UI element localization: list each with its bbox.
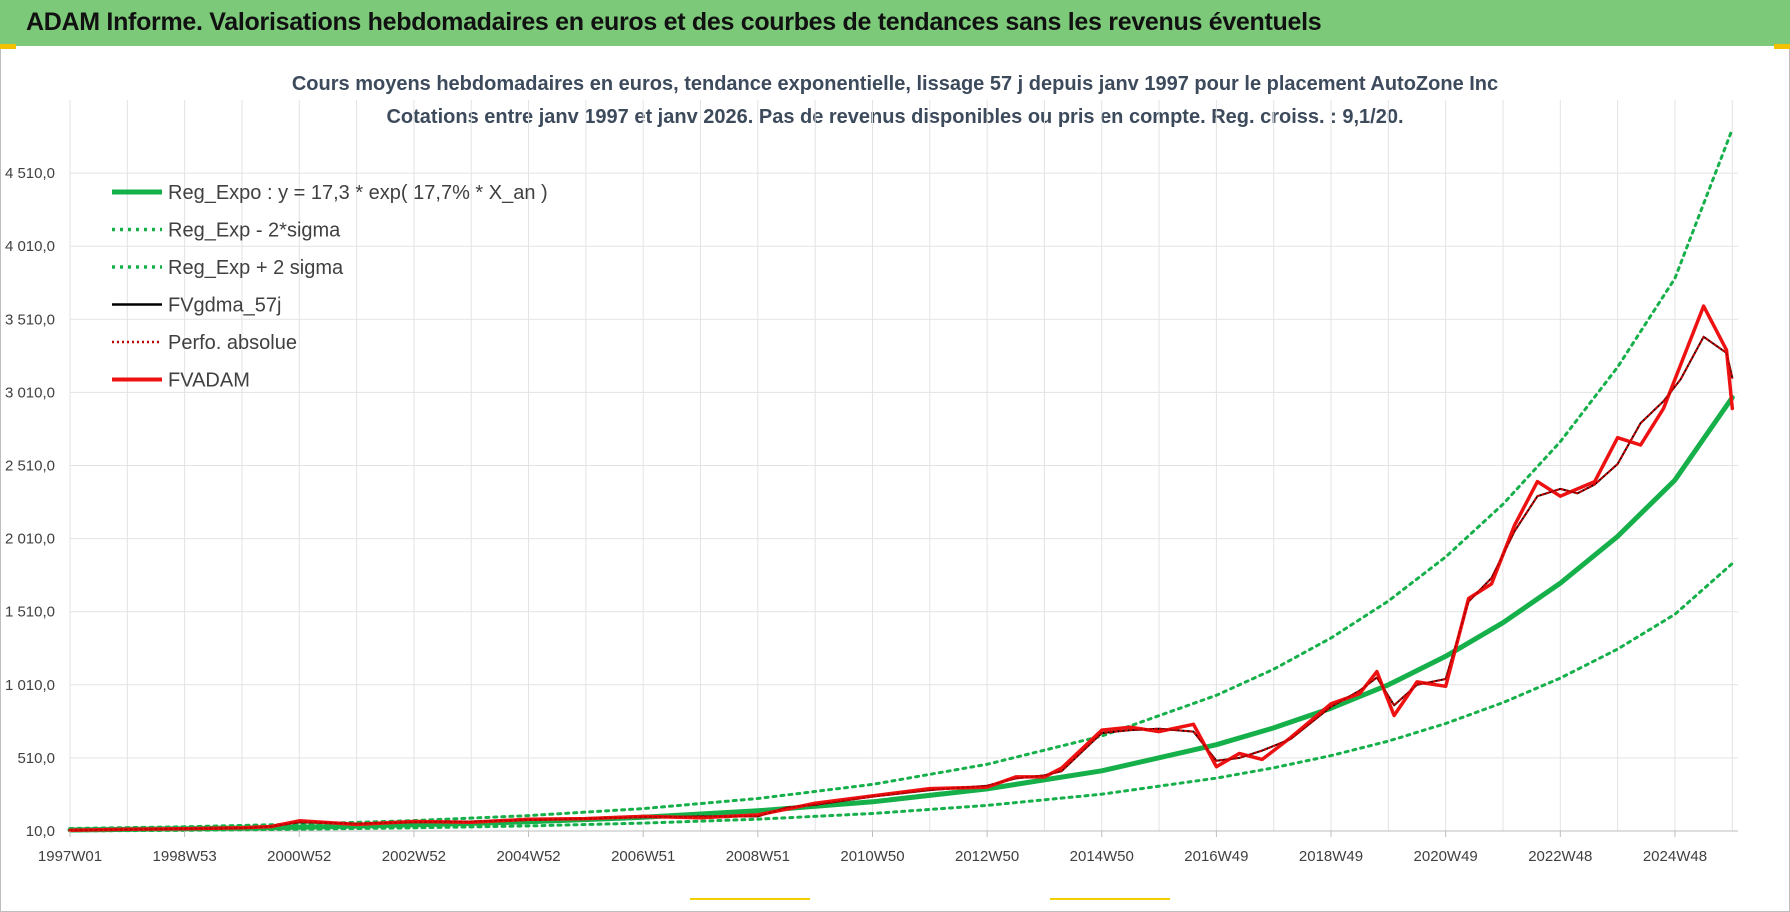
legend-label: FVADAM (168, 370, 250, 392)
x-tick-label: 2024W48 (1643, 848, 1707, 865)
legend-label: Reg_Exp - 2*sigma (168, 220, 341, 242)
y-tick-label: 4 510,0 (5, 165, 55, 182)
grid (69, 100, 1738, 832)
x-tick-label: 2014W50 (1070, 848, 1134, 865)
x-tick-label: 2018W49 (1299, 848, 1363, 865)
series-fvadam (68, 304, 1735, 833)
x-tick-label: 2004W52 (496, 848, 560, 865)
x-tick-label: 2016W49 (1184, 848, 1248, 865)
x-tick-label: 1997W01 (38, 848, 102, 865)
series-reg-expo (67, 395, 1735, 833)
y-tick-label: 10,0 (26, 823, 55, 840)
chart-title: Cours moyens hebdomadaires en euros, ten… (291, 73, 1499, 95)
x-tick-label: 1998W53 (153, 848, 217, 865)
x-tick-label: 2008W51 (726, 848, 790, 865)
y-tick-label: 1 010,0 (5, 677, 55, 694)
x-tick-label: 2000W52 (267, 848, 331, 865)
y-tick-label: 3 010,0 (5, 384, 55, 401)
legend: Reg_Expo : y = 17,3 * exp( 17,7% * X_an … (112, 182, 548, 392)
x-tick-label: 2012W50 (955, 848, 1019, 865)
series-fvgdma-57j (69, 335, 1734, 832)
y-tick-label: 3 510,0 (5, 311, 55, 328)
y-tick-label: 4 010,0 (5, 238, 55, 255)
x-tick-label: 2010W50 (840, 848, 904, 865)
y-tick-label: 2 010,0 (5, 531, 55, 548)
legend-label: FVgdma_57j (168, 295, 281, 317)
y-tick-label: 510,0 (17, 750, 55, 767)
series-reg-exp-plus-2sigma (68, 127, 1734, 830)
legend-label: Perfo. absolue (168, 332, 297, 354)
x-tick-label: 2022W48 (1528, 848, 1592, 865)
bottom-mark (690, 898, 810, 900)
axis-ticks: 10,0 510,0 1 010,0 1 510,0 2 010,0 2 510,0 3 0… (5, 165, 1707, 865)
header-banner: ADAM Informe. Valorisations hebdomadaire… (0, 0, 1790, 46)
series-perfo-absolue (69, 335, 1734, 832)
chart-subtitle: Cotations entre janv 1997 et janv 2026. … (386, 106, 1404, 128)
corner-mark-right (1774, 44, 1790, 49)
y-tick-label: 2 510,0 (5, 458, 55, 475)
y-tick-label: 1 510,0 (5, 604, 55, 621)
x-tick-label: 2020W49 (1414, 848, 1478, 865)
bottom-mark (1050, 898, 1170, 900)
legend-label: Reg_Exp + 2 sigma (168, 257, 344, 279)
banner-title: ADAM Informe. Valorisations hebdomadaire… (26, 8, 1322, 36)
series-reg-exp-minus-2sigma (68, 562, 1734, 833)
x-tick-label: 2006W51 (611, 848, 675, 865)
series-group (67, 127, 1735, 833)
corner-mark-left (0, 44, 16, 49)
legend-label: Reg_Expo : y = 17,3 * exp( 17,7% * X_an … (168, 182, 548, 204)
x-tick-label: 2002W52 (382, 848, 446, 865)
